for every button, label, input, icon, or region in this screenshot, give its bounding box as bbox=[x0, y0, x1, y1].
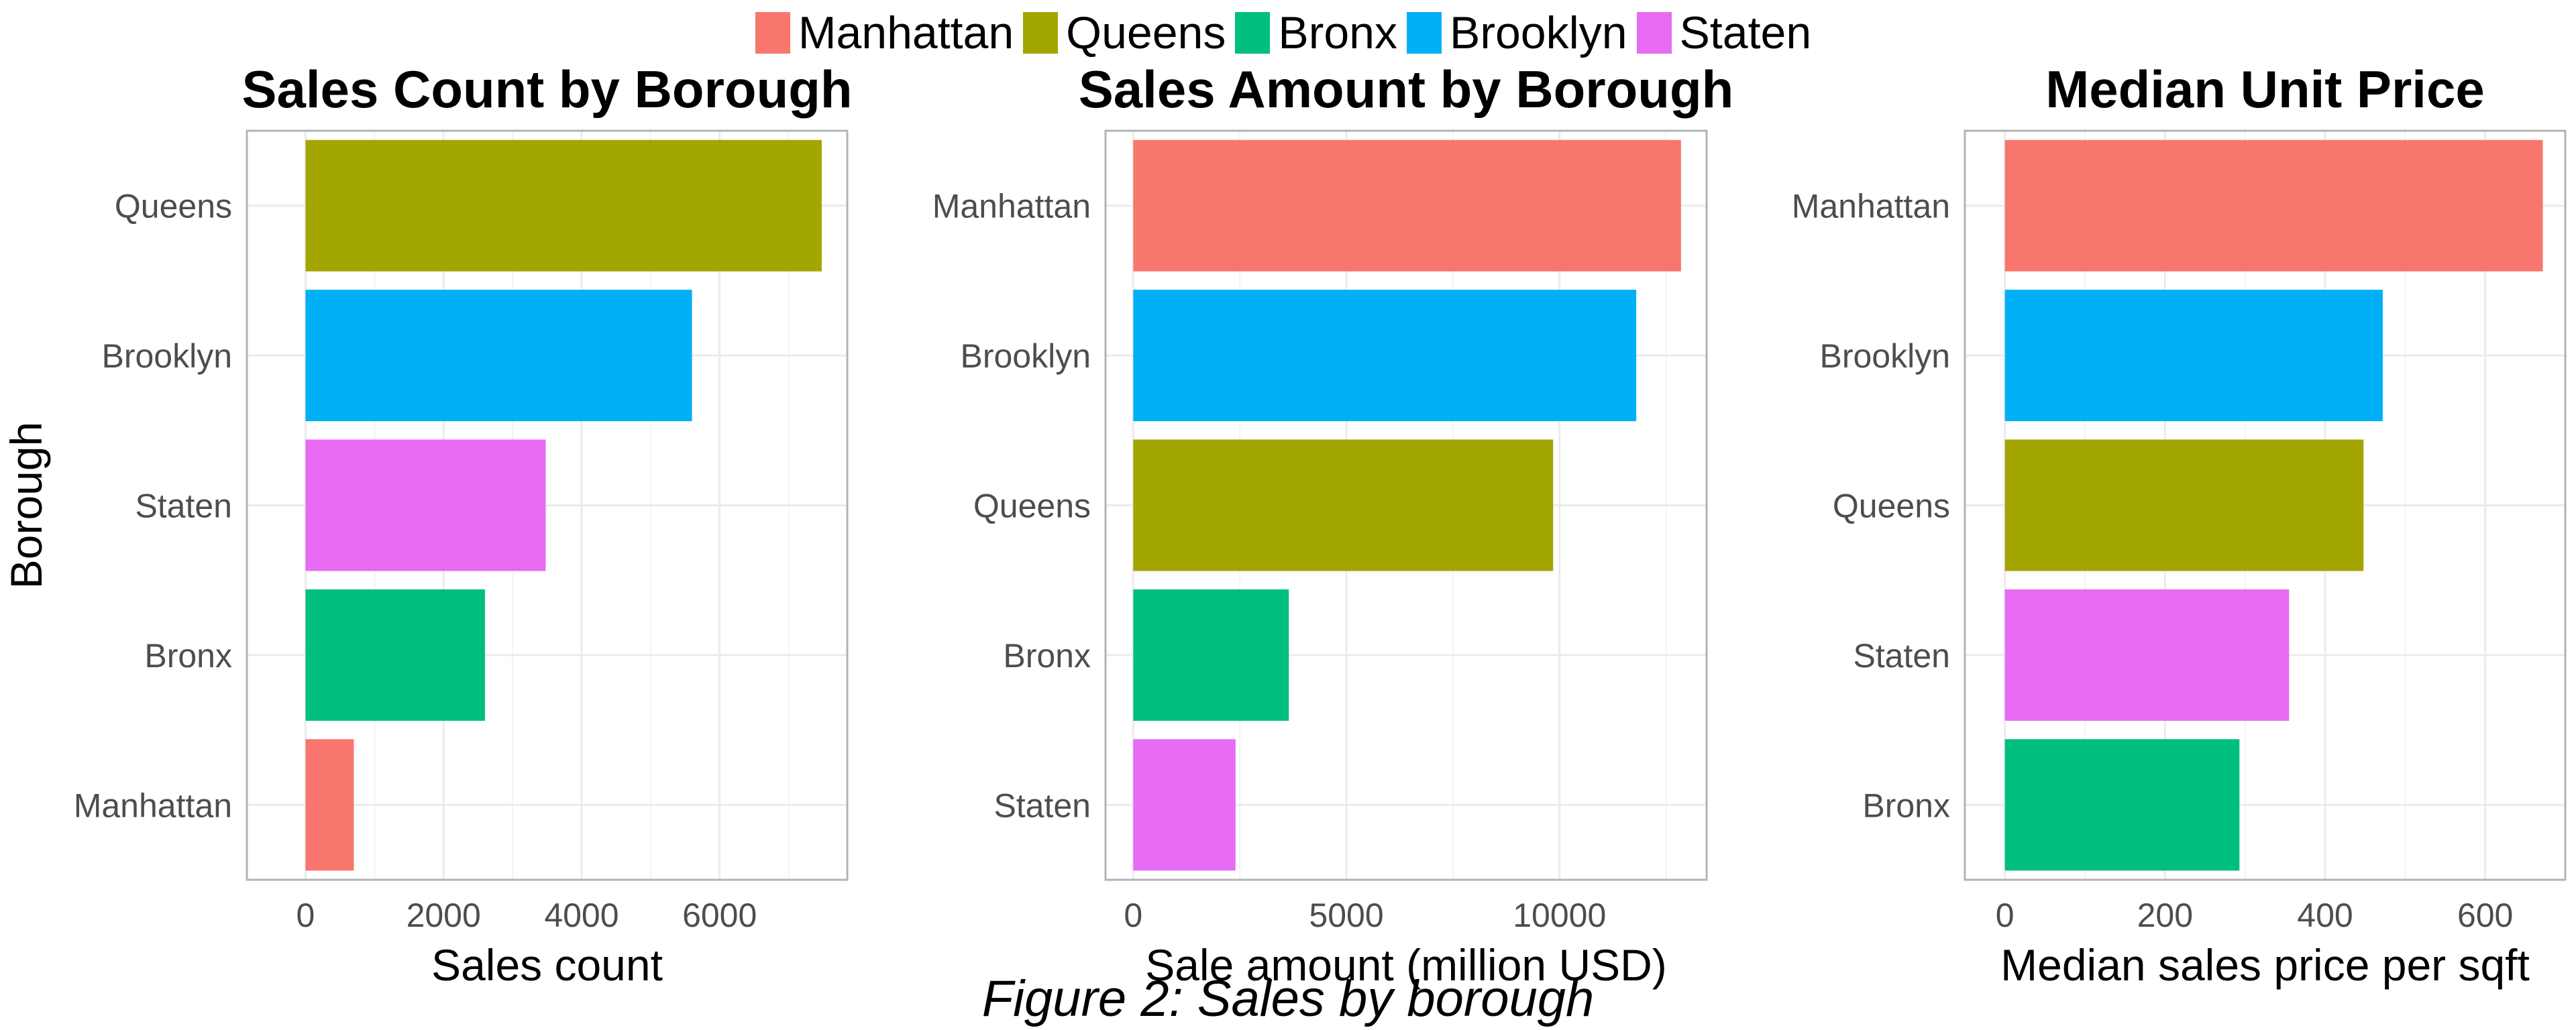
x-tick-label: 2000 bbox=[407, 897, 481, 934]
legend-label: Brooklyn bbox=[1449, 7, 1627, 58]
y-tick-label: Bronx bbox=[1003, 637, 1091, 675]
legend-label: Staten bbox=[1679, 7, 1812, 58]
chart-title: Sales Amount by Borough bbox=[1079, 60, 1734, 119]
legend-swatch bbox=[1023, 12, 1059, 54]
legend-item-brooklyn: Brooklyn bbox=[1406, 7, 1627, 58]
legend-swatch bbox=[1636, 12, 1672, 54]
chart-panel-1: Queens Brooklyn Staten Bronx Manhattan 0 2000 4… bbox=[1, 60, 853, 990]
figure-caption: Figure 2: Sales by borough bbox=[981, 970, 1595, 1027]
bar-staten bbox=[2004, 589, 2290, 721]
bar-brooklyn bbox=[1133, 290, 1637, 422]
y-tick-label: Brooklyn bbox=[1819, 337, 1950, 375]
bar-brooklyn bbox=[305, 290, 692, 422]
bar-manhattan bbox=[1133, 139, 1681, 272]
legend-label: Manhattan bbox=[798, 7, 1014, 58]
panel-border bbox=[1104, 129, 1708, 881]
x-tick-label: 10000 bbox=[1513, 897, 1606, 934]
legend-item-staten: Staten bbox=[1636, 7, 1812, 58]
x-tick-label: 4000 bbox=[544, 897, 619, 934]
y-tick-label: Manhattan bbox=[74, 787, 232, 824]
y-tick-label: Bronx bbox=[144, 637, 232, 675]
panel-border bbox=[1964, 129, 2567, 881]
legend-item-bronx: Bronx bbox=[1235, 10, 1397, 56]
y-tick-label: Manhattan bbox=[1792, 188, 1950, 225]
legend-swatch bbox=[1406, 12, 1442, 54]
y-tick-label: Queens bbox=[115, 188, 232, 225]
y-tick-label: Bronx bbox=[1862, 787, 1950, 824]
x-tick-label: 0 bbox=[1996, 897, 2015, 934]
y-tick-label: Brooklyn bbox=[960, 337, 1091, 375]
y-tick-label: Queens bbox=[1833, 488, 1950, 525]
legend-label: Bronx bbox=[1278, 7, 1397, 58]
legend-item-queens: Queens bbox=[1023, 10, 1226, 56]
bar-bronx bbox=[305, 589, 485, 721]
bar-manhattan bbox=[2004, 139, 2543, 272]
x-tick-label: 400 bbox=[2297, 897, 2353, 934]
y-tick-label: Manhattan bbox=[932, 188, 1091, 225]
legend-label: Queens bbox=[1066, 7, 1226, 58]
legend-swatch bbox=[1235, 12, 1271, 54]
bar-staten bbox=[305, 439, 546, 571]
x-tick-label: 0 bbox=[1124, 897, 1142, 934]
y-tick-label: Staten bbox=[994, 787, 1091, 824]
y-axis-title: Borough bbox=[1, 422, 51, 589]
y-tick-label: Staten bbox=[135, 488, 232, 525]
y-tick-label: Staten bbox=[1853, 637, 1950, 675]
chart-title: Median Unit Price bbox=[2045, 60, 2484, 119]
bar-queens bbox=[1133, 439, 1554, 571]
chart-title: Sales Count by Borough bbox=[241, 60, 852, 119]
x-tick-label: 6000 bbox=[682, 897, 757, 934]
chart-panel-2: Manhattan Brooklyn Queens Bronx Staten 0 5000 1… bbox=[932, 60, 1734, 990]
x-axis-title: Sale amount (million USD) bbox=[1145, 940, 1667, 990]
legend-item-manhattan: Manhattan bbox=[755, 10, 1014, 56]
bar-manhattan bbox=[305, 739, 354, 871]
x-tick-label: 0 bbox=[297, 897, 315, 934]
y-tick-label: Brooklyn bbox=[101, 337, 232, 375]
bar-staten bbox=[1133, 739, 1236, 871]
bar-queens bbox=[305, 139, 822, 272]
x-axis-title: Sales count bbox=[431, 940, 663, 990]
legend: Manhattan Queens Bronx Brooklyn Staten bbox=[0, 4, 2576, 62]
y-tick-label: Queens bbox=[973, 488, 1091, 525]
x-tick-label: 5000 bbox=[1309, 897, 1383, 934]
bar-bronx bbox=[2004, 739, 2240, 871]
bar-queens bbox=[2004, 439, 2364, 571]
bar-bronx bbox=[1133, 589, 1289, 721]
x-tick-label: 200 bbox=[2137, 897, 2193, 934]
chart-panel-3: Manhattan Brooklyn Queens Staten Bronx 0 200 40… bbox=[1792, 60, 2567, 990]
bar-brooklyn bbox=[2004, 290, 2383, 422]
legend-swatch bbox=[755, 12, 790, 54]
x-axis-title: Median sales price per sqft bbox=[2000, 940, 2530, 990]
panel-border bbox=[246, 129, 849, 881]
x-tick-label: 600 bbox=[2457, 897, 2513, 934]
